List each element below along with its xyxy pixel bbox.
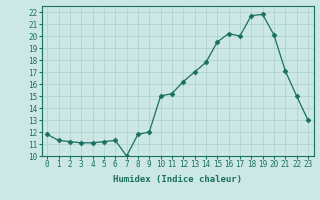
X-axis label: Humidex (Indice chaleur): Humidex (Indice chaleur)	[113, 175, 242, 184]
